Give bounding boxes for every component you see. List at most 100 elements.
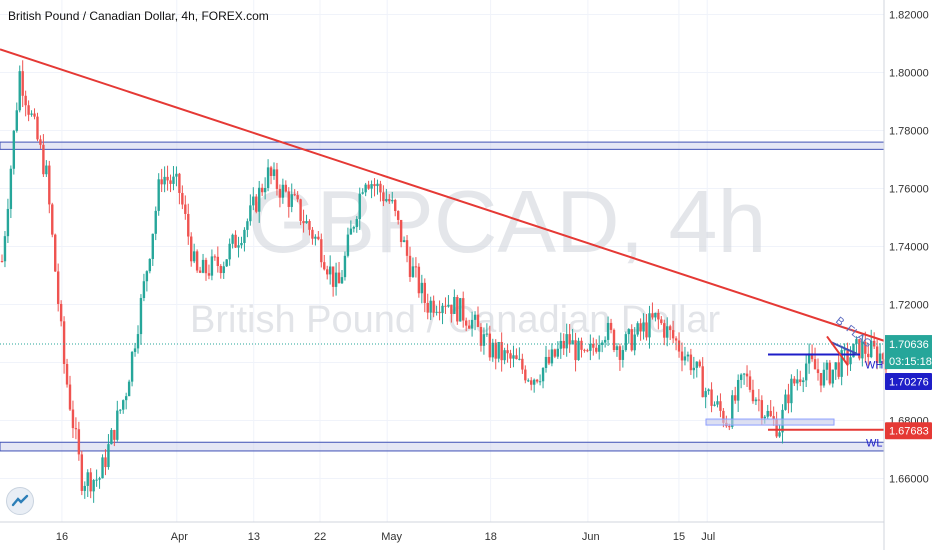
weekly-high-label: WH [865, 359, 883, 371]
candle-body [411, 266, 415, 277]
candle-body [27, 105, 30, 115]
candle-body [86, 472, 89, 486]
candle-body [423, 282, 426, 303]
candle-body [595, 347, 598, 352]
candle-body [568, 334, 571, 345]
y-tick-label: 1.74000 [889, 242, 929, 254]
candle-body [435, 311, 438, 313]
candle-body [42, 144, 45, 175]
candle-body [71, 409, 75, 429]
candle-body [207, 273, 211, 276]
candle-body [243, 229, 246, 243]
candle-body [852, 343, 855, 358]
candle-body [453, 296, 456, 314]
candle-body [580, 340, 583, 350]
candle-body [736, 379, 740, 401]
candle-body [320, 239, 323, 263]
candle-body [556, 348, 560, 357]
candle-body [846, 349, 849, 365]
candle-body [385, 198, 388, 202]
candle-body [160, 179, 163, 185]
candle-body [553, 349, 557, 357]
candle-body [204, 259, 208, 274]
candle-body [145, 271, 149, 282]
resistance-zone [0, 141, 885, 150]
candle-body [432, 300, 435, 313]
y-tick-label: 1.82000 [889, 10, 929, 22]
candle-body [482, 334, 486, 346]
candle-body [858, 339, 861, 359]
candle-body [668, 326, 672, 331]
candle-body [532, 379, 536, 385]
candle-body [107, 444, 110, 468]
tradingview-logo[interactable] [6, 487, 34, 515]
candle-body [104, 457, 107, 468]
candle-body [603, 339, 607, 343]
candle-body [252, 196, 255, 206]
candle-body [394, 199, 397, 212]
candle-body [772, 416, 775, 419]
demand-box [705, 418, 835, 426]
candle-body [636, 323, 639, 335]
candle-body [77, 429, 81, 455]
candle-body [459, 298, 462, 322]
y-tick-label: 1.72000 [889, 300, 929, 312]
candle-body [98, 478, 101, 480]
candle-body [12, 130, 16, 169]
candle-body [500, 341, 503, 361]
candle-body [840, 350, 843, 377]
x-tick-label: 15 [673, 531, 685, 543]
candle-body [462, 298, 465, 321]
candle-body [89, 472, 92, 492]
candle-body [408, 255, 412, 277]
candle-body [716, 401, 719, 405]
candle-body [420, 282, 424, 294]
candle-body [503, 350, 506, 361]
candle-body [68, 384, 72, 410]
candle-body [278, 188, 282, 198]
candle-body [246, 221, 249, 230]
candle-body [559, 340, 562, 349]
watermark-symbol: GBPCAD, 4h [248, 172, 766, 271]
candle-body [101, 457, 104, 479]
candle-body [872, 340, 876, 347]
candle-body [606, 322, 610, 340]
candle-body [807, 353, 811, 364]
weekly-high-tag-bg [885, 372, 932, 390]
candle-body [33, 113, 36, 117]
candle-body [39, 139, 42, 145]
candle-body [136, 334, 140, 349]
candle-body [54, 234, 57, 272]
candle-body [802, 380, 805, 383]
candle-body [671, 330, 675, 339]
candle-body [831, 369, 834, 384]
candle-body [719, 401, 722, 411]
candle-body [15, 110, 18, 131]
candle-body [334, 272, 338, 287]
candle-body [748, 376, 752, 390]
candle-body [707, 389, 710, 392]
logo-icon [11, 494, 29, 507]
candle-body [62, 321, 66, 364]
candle-body [704, 391, 707, 398]
candle-body [370, 184, 373, 189]
candle-body [751, 389, 755, 402]
candle-body [612, 329, 616, 351]
candle-body [228, 243, 231, 260]
candle-body [861, 341, 864, 359]
candle-body [349, 228, 353, 235]
candle-body [225, 259, 228, 267]
candle-body [674, 338, 678, 341]
candle-body [139, 298, 143, 335]
candle-body [615, 346, 619, 351]
candle-body [784, 394, 787, 410]
candle-body [414, 266, 418, 268]
candle-body [181, 192, 184, 205]
weekly-low-tag-bg [885, 422, 932, 440]
candle-body [323, 262, 326, 270]
candle-body [739, 374, 743, 380]
candle-body [382, 192, 385, 202]
candle-body [305, 221, 308, 224]
candle-body [119, 409, 122, 411]
